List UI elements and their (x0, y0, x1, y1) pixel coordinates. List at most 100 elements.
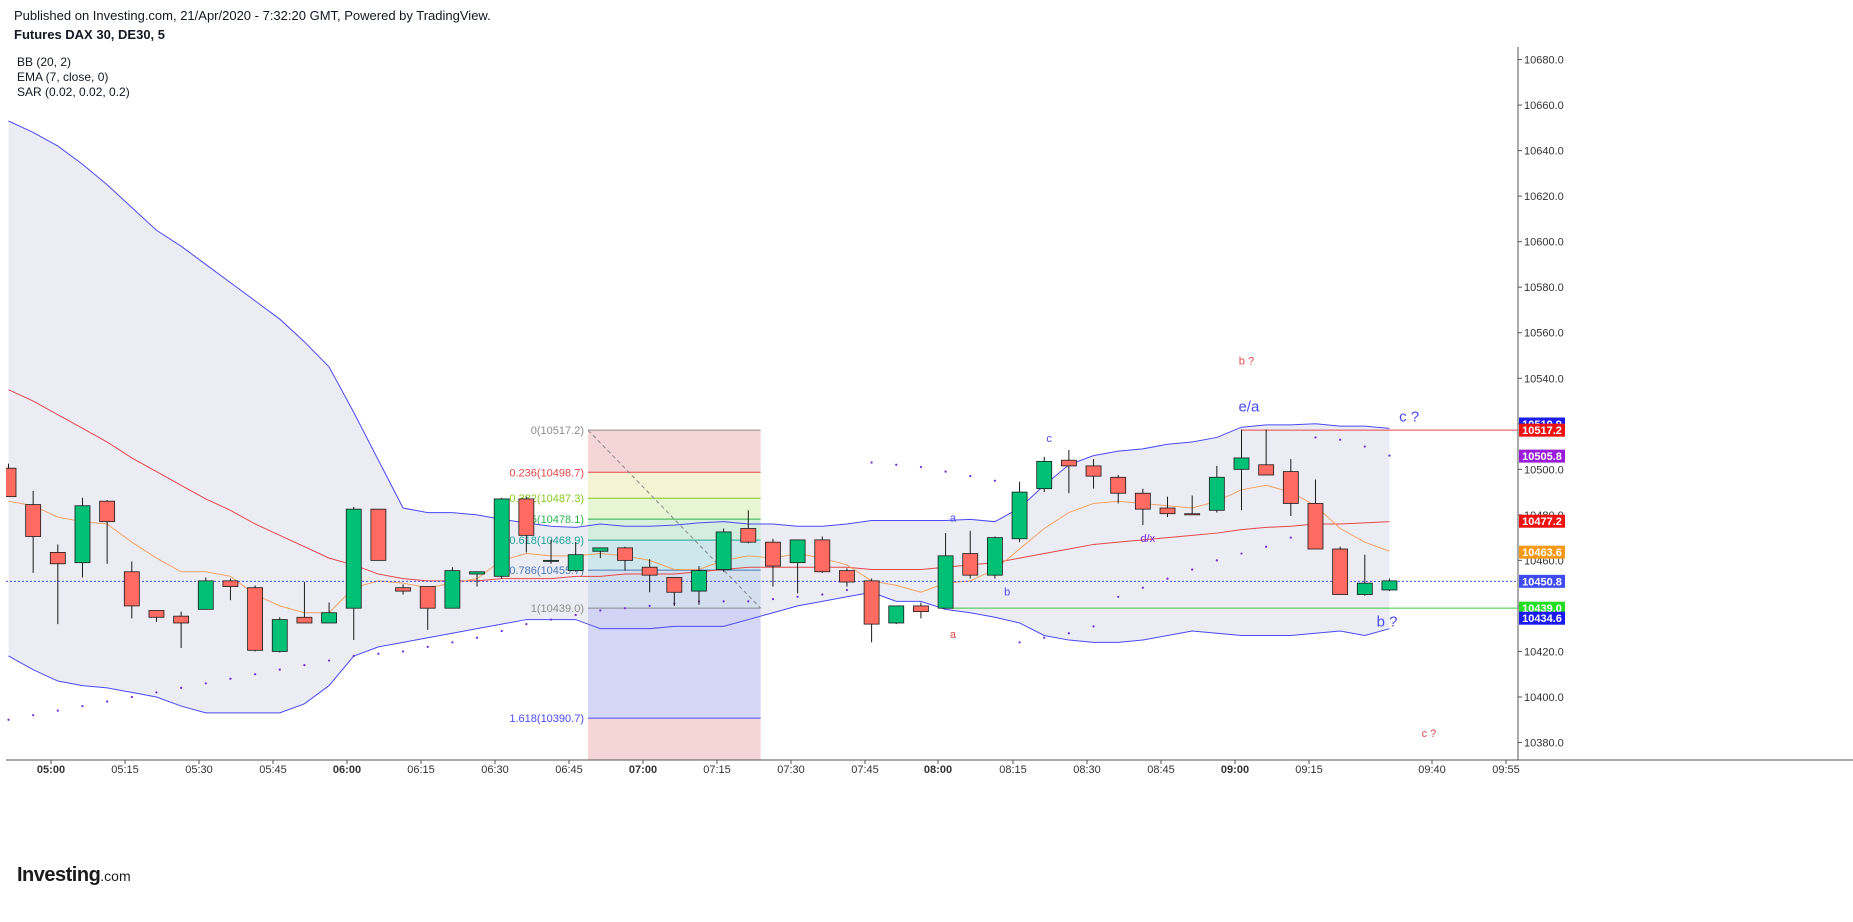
x-tick-label: 08:15 (999, 764, 1027, 776)
sar-dot (623, 607, 627, 610)
logo-suffix: .com (100, 868, 131, 884)
candle-down (395, 587, 411, 592)
indicator-ema[interactable]: EMA (7, close, 0) (17, 70, 109, 84)
sar-dot (303, 663, 306, 667)
candle-down (666, 577, 683, 593)
y-tick-label: 10420.0 (1524, 646, 1564, 658)
sar-dot (870, 461, 873, 464)
fib-level-label: 0.5(10478.1) (522, 514, 584, 526)
sar-dot (451, 641, 454, 644)
candle-down (6, 467, 17, 498)
x-tick-label: 06:30 (481, 764, 509, 776)
fib-band-1 (588, 472, 761, 499)
candle-up (691, 570, 707, 592)
sar-dot (895, 463, 898, 466)
x-tick-label: 08:00 (924, 764, 952, 776)
sar-dot (1289, 536, 1292, 539)
sar-dot (254, 673, 257, 676)
sar-dot (1339, 438, 1342, 441)
candle-up (345, 508, 362, 609)
indicator-bollinger[interactable]: BB (20, 2) (17, 55, 72, 69)
sar-dot (81, 704, 84, 708)
sar-dot (155, 691, 158, 694)
x-tick-label: 06:00 (333, 764, 361, 776)
x-tick-label: 08:30 (1073, 764, 1101, 776)
wave-annotation: a (950, 513, 957, 525)
published-info: Published on Investing.com, 21/Apr/2020 … (14, 8, 491, 23)
price-label-tag (1519, 574, 1565, 588)
x-tick-label: 06:45 (555, 764, 583, 776)
candle-up (197, 580, 214, 610)
wave-annotation: c (1046, 433, 1052, 445)
candle-down (1110, 476, 1127, 494)
sar-dot (1166, 577, 1169, 580)
candle-up (493, 498, 510, 577)
candle-down (839, 570, 855, 583)
candle-down (148, 610, 165, 618)
candle-down (913, 605, 929, 613)
sar-dot (352, 654, 355, 658)
candle-down (740, 528, 757, 543)
x-tick-label: 07:15 (703, 764, 731, 776)
y-tick-label: 10560.0 (1524, 328, 1564, 340)
fib-band-2 (588, 498, 761, 520)
price-label-tag (1519, 611, 1565, 625)
candle-down (1085, 465, 1102, 477)
symbol-title: Futures DAX 30, DE30, 5 (14, 27, 165, 42)
sar-dot (1092, 625, 1095, 628)
sar-dot (1067, 632, 1070, 635)
sar-dot (500, 629, 503, 633)
wave-annotation: b (1004, 587, 1010, 599)
x-tick-label: 09:40 (1418, 764, 1446, 776)
candle-down (1258, 464, 1275, 476)
candle-up (937, 555, 954, 609)
candle-down (1307, 503, 1324, 550)
x-tick-label: 05:00 (37, 764, 65, 776)
sar-dot (993, 479, 997, 482)
sar-dot (747, 600, 750, 603)
candle-up (74, 505, 91, 564)
y-tick-label: 10400.0 (1524, 692, 1564, 704)
sar-dot (180, 686, 183, 689)
candle-up (321, 612, 337, 624)
sar-dot (401, 650, 405, 653)
investing-logo[interactable]: Investing.com (17, 864, 131, 887)
sar-dot (1314, 436, 1317, 439)
y-tick-label: 10620.0 (1524, 191, 1564, 203)
candle-down (1282, 471, 1299, 504)
y-tick-label: 10640.0 (1524, 146, 1564, 158)
wave-annotation: c ? (1422, 728, 1437, 740)
sar-dot (1215, 559, 1218, 562)
indicator-sar[interactable]: SAR (0.02, 0.02, 0.2) (17, 85, 130, 99)
sar-dot (944, 470, 947, 473)
fib-level-label: 0.236(10498.7) (509, 467, 584, 479)
sar-dot (32, 714, 35, 717)
candle-up (715, 531, 732, 570)
candle-up (1233, 457, 1250, 470)
sar-dot (475, 636, 479, 639)
candle-down (814, 539, 831, 573)
fib-level-label: 0.786(10455.7) (509, 565, 584, 577)
candle-up (469, 571, 485, 575)
x-tick-label: 08:45 (1147, 764, 1175, 776)
sar-dot (130, 695, 133, 699)
wave-annotation: e/a (1238, 398, 1260, 415)
sar-dot (229, 677, 232, 680)
wave-annotation: b ? (1239, 356, 1254, 368)
candle-down (222, 580, 239, 587)
sar-dot (845, 588, 849, 592)
plot-area: 0(10517.2)0.236(10498.7)0.382(10487.3)0.… (6, 120, 1518, 760)
wave-annotation: c ? (1399, 409, 1419, 426)
candle-up (789, 539, 806, 564)
sar-dot (796, 595, 799, 598)
candle-down (1184, 513, 1201, 516)
sar-dot (722, 600, 725, 603)
candle-up (543, 559, 559, 562)
sar-dot (204, 682, 207, 685)
price-label-tag (1519, 601, 1565, 615)
sar-dot (1018, 641, 1021, 644)
logo-name: Investing (17, 864, 101, 886)
wave-annotation: b ? (1377, 613, 1398, 630)
sar-dot (1117, 595, 1120, 598)
